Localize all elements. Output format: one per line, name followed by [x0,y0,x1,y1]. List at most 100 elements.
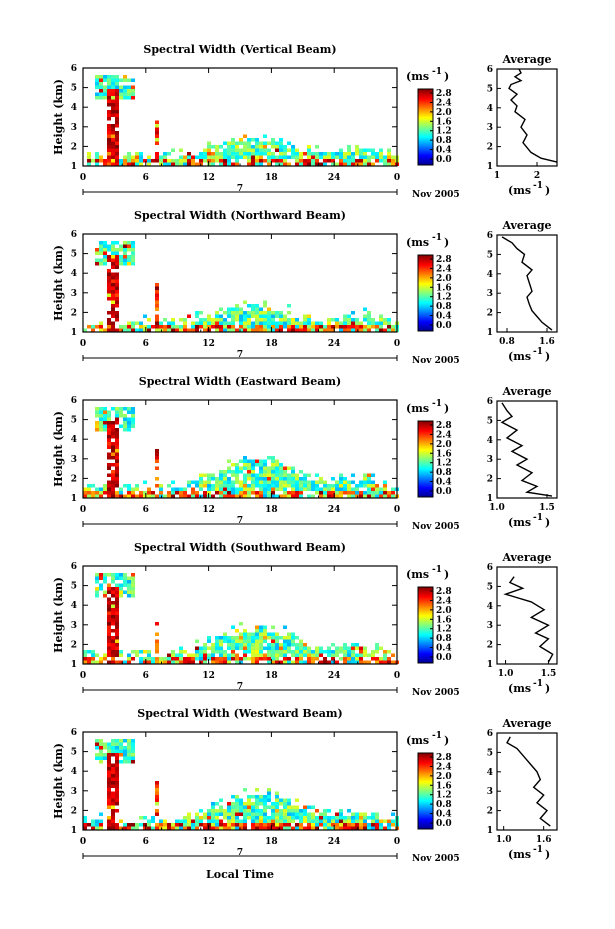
heatmap-cell [243,311,247,315]
heatmap-cell [111,791,115,795]
heatmap-cell [87,484,91,488]
heatmap-cell [127,96,131,100]
heatmap-cell [243,145,247,149]
heatmap-cell [159,484,163,488]
heatmap-cell [259,470,263,474]
heatmap-cell [107,749,111,753]
heatmap-cell [295,805,299,809]
heatmap-cell [103,573,107,577]
y-tick-label: 3 [71,787,77,797]
colorbar-tick-label: 2.0 [436,274,452,284]
colorbar-tick-label: 0.4 [436,146,452,156]
colorbar-tick-label: 2.8 [436,89,452,99]
avg-x-tick-label: 1 [494,171,500,181]
heatmap-cell [315,152,319,156]
heatmap-cell [151,494,155,498]
heatmap-cell [363,162,367,166]
heatmap-cell [107,601,111,605]
heatmap-cell [167,162,171,166]
colorbar-unit-close: ) [444,236,449,249]
heatmap-cell [295,328,299,332]
heatmap-cell [343,314,347,318]
heatmap-cell [295,643,299,647]
heatmap-cell [259,141,263,145]
heatmap-cell [235,162,239,166]
heatmap-cell [111,449,115,453]
heatmap-cell [127,89,131,93]
heatmap-cell [379,328,383,332]
heatmap-cell [375,826,379,830]
heatmap-cell [187,152,191,156]
avg-profile-line [500,402,553,497]
heatmap-cell [99,328,103,332]
heatmap-cell [95,155,99,159]
heatmap-cell [339,155,343,159]
heatmap-cell [147,653,151,657]
heatmap-cell [355,487,359,491]
heatmap-cell [95,826,99,830]
heatmap-cell [359,819,363,823]
heatmap-cell [279,802,283,806]
heatmap-cell [351,650,355,654]
heatmap-cells [83,241,399,332]
heatmap-cell [315,480,319,484]
heatmap-cell [259,809,263,813]
heatmap-cell [259,643,263,647]
heatmap-cell [227,328,231,332]
heatmap-cell [107,269,111,273]
heatmap-cell [287,484,291,488]
heatmap-cell [259,657,263,661]
heatmap-cell [323,660,327,664]
heatmap-cell [267,141,271,145]
heatmap-cell [111,159,115,163]
heatmap-cell [223,480,227,484]
heatmap-cell [99,417,103,421]
heatmap-cell [95,92,99,96]
avg-frame [496,68,558,167]
heatmap-cell [127,325,131,329]
heatmap-cell [107,110,111,114]
heatmap-cell [287,328,291,332]
heatmap-cell [275,660,279,664]
heatmap-cell [339,646,343,650]
heatmap-cell [239,459,243,463]
heatmap-cell [243,639,247,643]
heatmap-cell [331,152,335,156]
heatmap-cell [219,812,223,816]
heatmap-cell [327,328,331,332]
heatmap-cell [343,491,347,495]
heatmap-cell [111,781,115,785]
heatmap-cell [119,491,123,495]
heatmap-cell [107,629,111,633]
heatmap-cell [355,816,359,820]
heatmap-cell [295,155,299,159]
heatmap-cell [359,823,363,827]
heatmap-cell [119,258,123,262]
heatmap-cell [119,407,123,411]
heatmap-cell [375,321,379,325]
heatmap-cell [107,636,111,640]
avg-y-tick-label: 5 [487,84,493,94]
heatmap-cell [295,325,299,329]
heatmap-cell [387,321,391,325]
heatmap-cell [155,798,159,802]
heatmap-cell [367,148,371,152]
heatmap-cell [327,494,331,498]
heatmap-cell [183,657,187,661]
heatmap-cell [107,424,111,428]
heatmap-cell [263,816,267,820]
heatmap-cell [383,491,387,495]
heatmap-cell [103,653,107,657]
heatmap-cell [371,484,375,488]
heatmap-cell [391,823,395,827]
heatmap-cell [155,127,159,131]
heatmap-cell [99,82,103,86]
heatmap-cell [299,491,303,495]
heatmap-cell [211,484,215,488]
heatmap-cell [255,138,259,142]
heatmap-cell [299,494,303,498]
heatmap-cell [263,141,267,145]
heatmap-cell [303,812,307,816]
heatmap-cell [243,629,247,633]
heatmap-cell [263,477,267,481]
